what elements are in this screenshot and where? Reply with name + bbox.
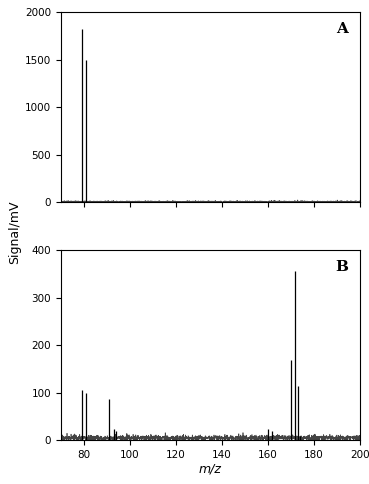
- Text: B: B: [335, 259, 348, 273]
- X-axis label: m/z: m/z: [199, 463, 222, 476]
- Text: A: A: [336, 22, 348, 36]
- Text: Signal/mV: Signal/mV: [8, 200, 21, 264]
